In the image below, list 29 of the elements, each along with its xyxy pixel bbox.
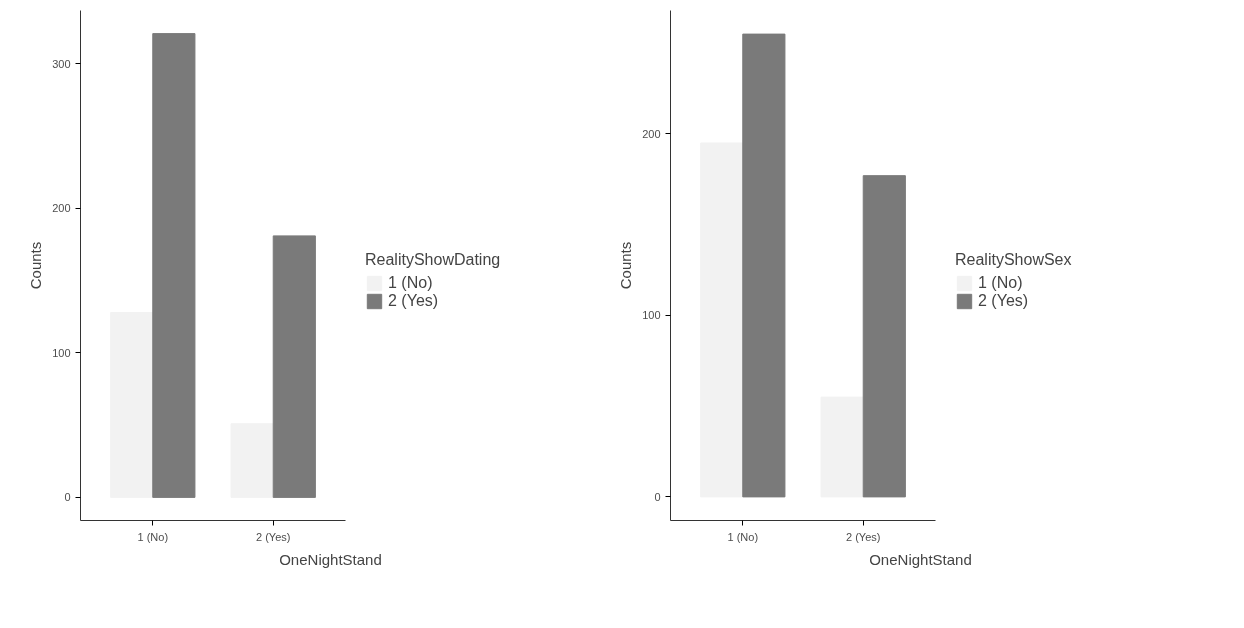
y-tick-label: 100 bbox=[642, 309, 661, 322]
bar bbox=[742, 33, 786, 498]
x-tick-label: 1 (No) bbox=[137, 530, 169, 543]
x-tick-label: 1 (No) bbox=[727, 530, 759, 543]
legend-title: RealityShowSex bbox=[955, 251, 1072, 269]
y-axis-title: Counts bbox=[27, 241, 45, 290]
x-axis-title: OneNightStand bbox=[279, 550, 382, 568]
y-tick-label: 0 bbox=[654, 490, 661, 503]
y-tick-label: 300 bbox=[52, 57, 71, 70]
bar bbox=[152, 33, 196, 498]
bar bbox=[230, 423, 274, 498]
x-axis-title: OneNightStand bbox=[869, 550, 972, 568]
y-tick-label: 0 bbox=[64, 491, 71, 504]
bar bbox=[110, 311, 154, 498]
y-tick-label: 200 bbox=[642, 127, 661, 140]
legend-label: 1 (No) bbox=[978, 274, 1023, 292]
y-axis-title: Counts bbox=[617, 241, 635, 290]
legend-label: 2 (Yes) bbox=[388, 292, 439, 310]
bar bbox=[862, 175, 906, 498]
y-tick-label: 200 bbox=[52, 202, 71, 215]
y-tick-label: 100 bbox=[52, 346, 71, 359]
x-tick-label: 2 (Yes) bbox=[846, 530, 881, 543]
legend-label: 1 (No) bbox=[388, 274, 433, 292]
bar bbox=[272, 235, 316, 498]
bar bbox=[820, 396, 864, 498]
bar bbox=[700, 142, 744, 498]
x-tick-label: 2 (Yes) bbox=[256, 530, 291, 543]
legend-title: RealityShowDating bbox=[365, 251, 501, 269]
legend-label: 2 (Yes) bbox=[978, 292, 1029, 310]
